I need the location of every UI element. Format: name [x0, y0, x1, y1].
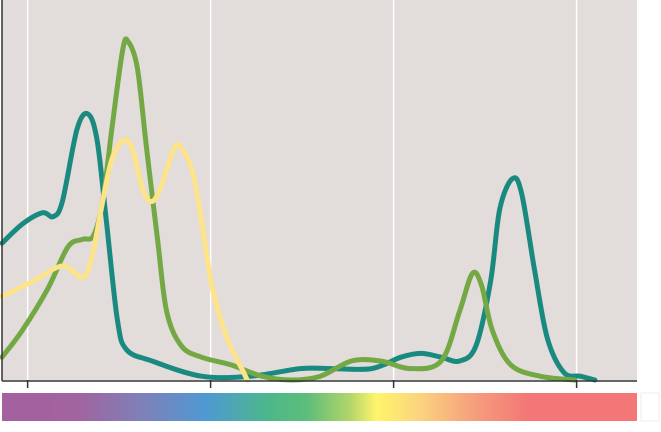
spectrum-end	[640, 392, 660, 422]
spectrum-bar	[2, 393, 637, 421]
series-line	[0, 36, 578, 383]
plot-area	[2, 0, 637, 380]
series-group	[0, 36, 598, 383]
grid	[26, 0, 578, 380]
ticks	[26, 380, 578, 388]
series-line	[0, 137, 250, 383]
